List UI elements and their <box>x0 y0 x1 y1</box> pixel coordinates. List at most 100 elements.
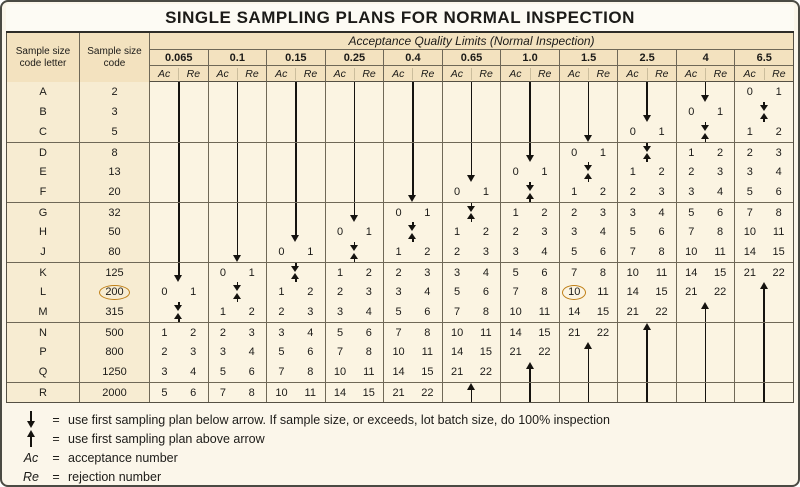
ac-re-header: Ac Re <box>324 66 384 82</box>
double-arrow-cell <box>734 102 793 122</box>
ac-value: 10 <box>333 366 347 378</box>
down-arrow-cell <box>149 82 208 102</box>
ac-value: 0 <box>219 266 226 279</box>
equals-sign: = <box>52 450 60 465</box>
down-arrow-cell <box>441 122 501 142</box>
re-value: 8 <box>775 206 782 219</box>
ac-value: 3 <box>278 326 285 339</box>
ac-value: 0 <box>512 166 519 178</box>
re-value: 6 <box>658 226 665 238</box>
ac-value: 7 <box>746 206 753 219</box>
down-arrow-cell <box>383 102 442 122</box>
re-value: 4 <box>248 346 255 358</box>
ac-value: 7 <box>629 246 636 258</box>
re-value: 6 <box>248 366 255 378</box>
code-letter-cell: C <box>7 122 79 142</box>
plan-cell: 21 22 <box>617 302 676 322</box>
ac-re-header: Ac Re <box>734 66 793 82</box>
re-value: 6 <box>599 246 607 258</box>
ac-value: 1 <box>219 306 226 318</box>
ac-label: Ac <box>567 67 581 80</box>
ac-value: 10 <box>743 226 756 238</box>
code-letter-cell: G <box>7 202 79 222</box>
legend-text-below-arrow: use first sampling plan below arrow. If … <box>68 412 610 427</box>
ac-value: 14 <box>392 366 405 378</box>
re-value: 1 <box>365 226 372 238</box>
ac-value: 0 <box>454 186 461 198</box>
up-arrow-cell <box>617 322 676 342</box>
double-arrow-cell <box>441 202 501 222</box>
ac-label: Ac <box>626 67 639 80</box>
ac-value: 10 <box>450 326 464 339</box>
re-value: 1 <box>599 146 607 159</box>
aql-label: 0.065 <box>149 50 208 66</box>
plan-cell: 21 22 <box>675 282 735 302</box>
sample-size-cell: 80 <box>79 242 149 262</box>
re-value: 3 <box>248 326 255 339</box>
ac-value: 3 <box>454 266 461 279</box>
re-label: Re <box>588 67 617 80</box>
sample-size-cell: 125 <box>79 262 149 282</box>
ac-label: Ac <box>158 67 171 80</box>
up-arrow-cell <box>617 362 676 382</box>
ac-value: 3 <box>161 366 168 378</box>
equals-sign: = <box>52 431 60 446</box>
plan-cell: 14 15 <box>383 362 442 382</box>
double-arrow-cell <box>675 122 735 142</box>
re-value: 4 <box>717 186 724 198</box>
sample-size-cell: 2 <box>79 82 149 102</box>
ac-value: 10 <box>509 306 522 318</box>
re-value: 15 <box>538 326 551 339</box>
ac-value: 0 <box>336 226 344 238</box>
ac-value: 10 <box>626 266 639 279</box>
down-arrow-cell <box>207 162 267 182</box>
ac-re-header: Ac Re <box>558 66 618 82</box>
down-arrow-cell <box>441 102 501 122</box>
up-arrow-cell <box>734 322 793 342</box>
re-value: 4 <box>424 286 431 298</box>
down-arrow-cell <box>324 122 384 142</box>
ac-value: 7 <box>454 306 461 318</box>
re-value: 11 <box>304 386 316 399</box>
ac-value: 1 <box>395 246 402 258</box>
code-letter-cell: Q <box>7 362 79 382</box>
ac-value: 2 <box>395 266 402 279</box>
up-arrow-cell <box>500 362 559 382</box>
double-arrow-cell <box>207 282 267 302</box>
ac-value: 21 <box>685 286 698 298</box>
sample-size-cell: 3 <box>79 102 149 122</box>
down-arrow-cell <box>441 82 501 102</box>
ac-value: 5 <box>161 386 168 399</box>
re-value: 11 <box>597 286 609 298</box>
ac-value: 0 <box>688 106 695 118</box>
re-value: 22 <box>655 306 668 318</box>
re-value: 11 <box>655 266 668 279</box>
re-value: 4 <box>307 326 314 339</box>
ac-re-header: Ac Re <box>617 66 676 82</box>
plan-cell: 10 11 <box>324 362 384 382</box>
re-value: 11 <box>772 226 785 238</box>
re-value: 6 <box>365 326 372 339</box>
up-arrow-cell <box>675 342 735 362</box>
sample-size-cell: 20 <box>79 182 149 202</box>
re-value: 2 <box>599 186 607 198</box>
ac-value: 14 <box>568 306 581 318</box>
up-arrow-cell <box>675 322 735 342</box>
ac-value: 14 <box>685 266 698 279</box>
re-label: Re <box>471 67 500 80</box>
ac-value: 7 <box>219 386 226 399</box>
